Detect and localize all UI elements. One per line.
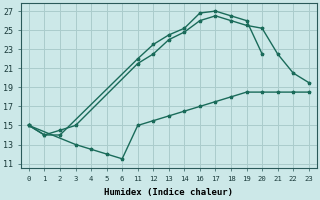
X-axis label: Humidex (Indice chaleur): Humidex (Indice chaleur) xyxy=(104,188,233,197)
